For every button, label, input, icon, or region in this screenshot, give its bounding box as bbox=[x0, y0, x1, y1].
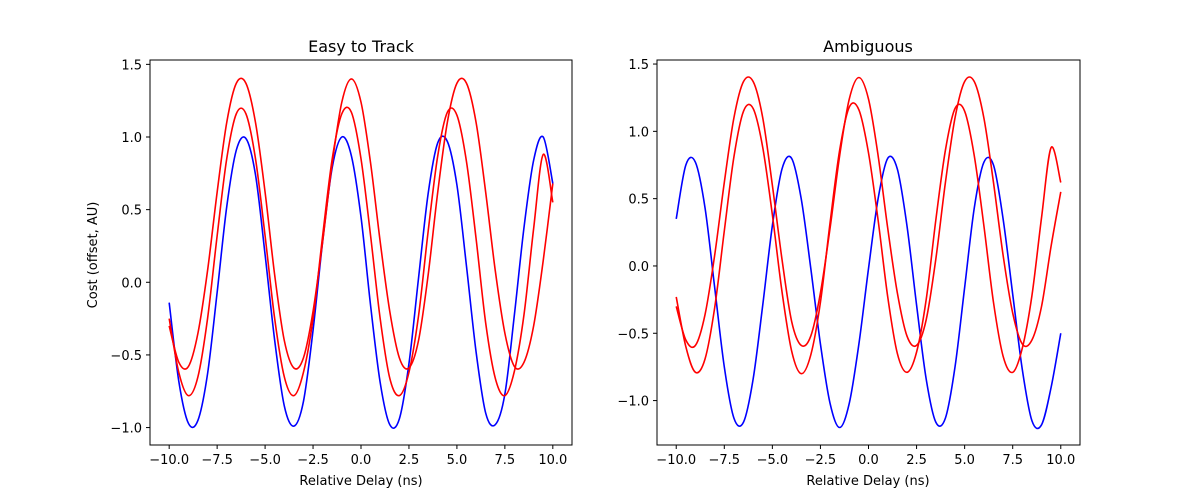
x-tick-label: 5.0 bbox=[954, 453, 975, 468]
y-tick-label: 1.0 bbox=[121, 131, 142, 146]
x-tick-label: −2.5 bbox=[297, 453, 329, 468]
red-series-line-1 bbox=[675, 102, 1062, 375]
y-tick-label: 0.5 bbox=[121, 204, 142, 219]
chart-title: Ambiguous bbox=[823, 37, 913, 56]
x-axis-label: Relative Delay (ns) bbox=[299, 474, 422, 489]
y-tick-label: 0.0 bbox=[628, 260, 649, 275]
x-tick-label: −5.0 bbox=[757, 453, 789, 468]
plot-frame bbox=[149, 59, 573, 446]
y-tick-label: 0.5 bbox=[628, 193, 649, 208]
chart-panel-ambiguous: Ambiguous Relative Delay (ns) −10.0 −7.5−… bbox=[617, 37, 1081, 489]
tick-group: −10.0 −7.5 −5.0 −2.5 0.0 2.5 5.0 7.5 10.0 −1.0 −0.… bbox=[110, 58, 567, 468]
x-tick-label: −2.5 bbox=[805, 453, 837, 468]
tick-group: −10.0 −7.5 −5.0 −2.5 0.0 2.5 5.0 7.5 10.0 −1.0 −0.… bbox=[617, 58, 1075, 468]
x-axis-label: Relative Delay (ns) bbox=[806, 474, 929, 489]
chart-panel-easy-to-track: Easy to Track Relative Delay (ns) Cost (… bbox=[86, 37, 573, 489]
y-tick-label: 1.0 bbox=[628, 125, 649, 140]
x-tick-label: 0.0 bbox=[858, 453, 879, 468]
blue-series-line-0 bbox=[168, 135, 554, 429]
x-tick-label: 7.5 bbox=[1002, 453, 1023, 468]
series-group bbox=[168, 77, 554, 429]
red-series-line-1 bbox=[168, 106, 554, 397]
y-tick-label: 1.5 bbox=[628, 58, 649, 73]
x-tick-label: −10.0 bbox=[149, 453, 189, 468]
x-tick-label: −10.0 bbox=[656, 453, 696, 468]
x-tick-label: −7.5 bbox=[709, 453, 741, 468]
y-tick-label: −1.0 bbox=[110, 422, 142, 437]
x-tick-label: 0.0 bbox=[351, 453, 372, 468]
y-tick-label: −1.0 bbox=[617, 395, 649, 410]
x-tick-label: −7.5 bbox=[201, 453, 233, 468]
red-series-line-2 bbox=[168, 77, 554, 370]
x-tick-label: −5.0 bbox=[249, 453, 281, 468]
x-tick-label: 2.5 bbox=[399, 453, 420, 468]
y-tick-label: −0.5 bbox=[617, 327, 649, 342]
plot-frame bbox=[656, 59, 1081, 446]
series-group bbox=[675, 76, 1062, 430]
y-tick-label: 1.5 bbox=[121, 58, 142, 73]
y-tick-label: −0.5 bbox=[110, 349, 142, 364]
x-tick-label: 5.0 bbox=[447, 453, 468, 468]
x-tick-label: 7.5 bbox=[495, 453, 516, 468]
chart-title: Easy to Track bbox=[308, 37, 415, 56]
x-tick-label: 10.0 bbox=[538, 453, 567, 468]
blue-series-line-0 bbox=[675, 155, 1062, 430]
x-tick-label: 10.0 bbox=[1046, 453, 1075, 468]
x-tick-label: 2.5 bbox=[906, 453, 927, 468]
y-tick-label: 0.0 bbox=[121, 276, 142, 291]
y-axis-label: Cost (offset, AU) bbox=[86, 202, 101, 309]
red-series-line-2 bbox=[675, 76, 1062, 349]
